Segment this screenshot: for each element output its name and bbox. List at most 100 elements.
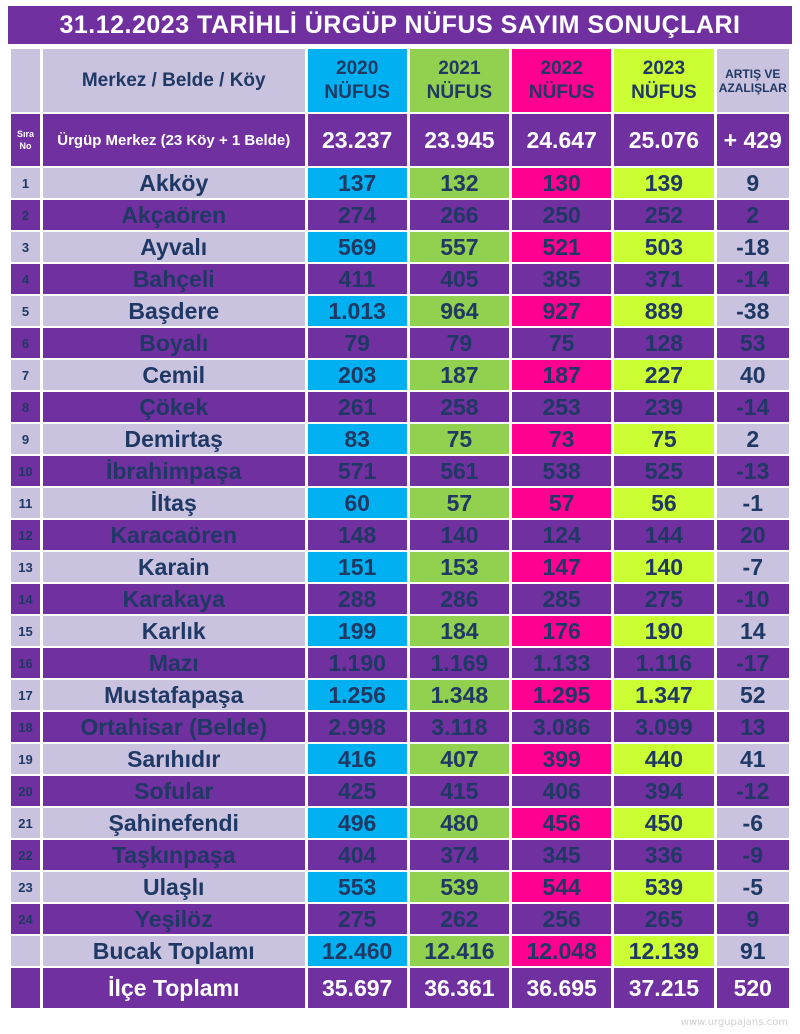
row-value-2021: 557 bbox=[409, 232, 510, 262]
row-value-2023: 539 bbox=[614, 872, 714, 902]
row-value-2021: 1.169 bbox=[409, 648, 510, 678]
row-value-2020: 1.256 bbox=[307, 680, 407, 710]
row-value-2021: 132 bbox=[409, 168, 510, 198]
row-value-2020: 261 bbox=[307, 392, 407, 422]
row-value-2022: 253 bbox=[512, 392, 612, 422]
row-value-2021: 140 bbox=[409, 520, 510, 550]
page-title: 31.12.2023 TARİHLİ ÜRGÜP NÜFUS SAYIM SON… bbox=[8, 6, 792, 44]
row-value-2022: 927 bbox=[512, 296, 612, 326]
row-value-2022: 1.133 bbox=[512, 648, 612, 678]
row-change: 14 bbox=[716, 616, 789, 646]
row-change: 9 bbox=[716, 168, 789, 198]
row-change: -7 bbox=[716, 552, 789, 582]
table-row: 18 Ortahisar (Belde) 2.998 3.118 3.086 3.099 1… bbox=[11, 712, 789, 742]
row-value-2021: 415 bbox=[409, 776, 510, 806]
row-name: Akköy bbox=[42, 168, 305, 198]
row-value-2022: 187 bbox=[512, 360, 612, 390]
table-row: 7 Cemil 203 187 187 227 40 bbox=[11, 360, 789, 390]
row-name: İbrahimpaşa bbox=[42, 456, 305, 486]
row-change: 53 bbox=[716, 328, 789, 358]
row-change: -17 bbox=[716, 648, 789, 678]
row-value-2021: 153 bbox=[409, 552, 510, 582]
row-value-2020: 274 bbox=[307, 200, 407, 230]
row-value-2022: 73 bbox=[512, 424, 612, 454]
row-value-2022: 385 bbox=[512, 264, 612, 294]
table-row: 3 Ayvalı 569 557 521 503 -18 bbox=[11, 232, 789, 262]
table-row: 22 Taşkınpaşa 404 374 345 336 -9 bbox=[11, 840, 789, 870]
row-number: 2 bbox=[11, 200, 40, 230]
row-number: 22 bbox=[11, 840, 40, 870]
row-name: Karakaya bbox=[42, 584, 305, 614]
row-value-2020: 416 bbox=[307, 744, 407, 774]
row-number: 5 bbox=[11, 296, 40, 326]
header-name-col: Merkez / Belde / Köy bbox=[42, 49, 305, 112]
bucak-total-blank bbox=[11, 936, 40, 966]
table-row: 23 Ulaşlı 553 539 544 539 -5 bbox=[11, 872, 789, 902]
row-value-2021: 57 bbox=[409, 488, 510, 518]
row-value-2022: 345 bbox=[512, 840, 612, 870]
row-value-2022: 285 bbox=[512, 584, 612, 614]
row-value-2021: 266 bbox=[409, 200, 510, 230]
row-change: 41 bbox=[716, 744, 789, 774]
row-change: -18 bbox=[716, 232, 789, 262]
table-row: 10 İbrahimpaşa 571 561 538 525 -13 bbox=[11, 456, 789, 486]
ilce-total-blank bbox=[11, 968, 40, 1008]
population-table: Merkez / Belde / Köy 2020 NÜFUS 2021 NÜF… bbox=[8, 47, 792, 1010]
row-name: Bahçeli bbox=[42, 264, 305, 294]
row-value-2023: 394 bbox=[614, 776, 714, 806]
center-value-2021: 23.945 bbox=[409, 114, 510, 166]
row-change: 2 bbox=[716, 200, 789, 230]
row-change: -14 bbox=[716, 264, 789, 294]
row-change: 9 bbox=[716, 904, 789, 934]
table-row: 17 Mustafapaşa 1.256 1.348 1.295 1.347 52 bbox=[11, 680, 789, 710]
row-value-2021: 262 bbox=[409, 904, 510, 934]
header-change-col: ARTIŞ VE AZALIŞLAR bbox=[716, 49, 789, 112]
row-change: -38 bbox=[716, 296, 789, 326]
table-row: 8 Çökek 261 258 253 239 -14 bbox=[11, 392, 789, 422]
row-value-2021: 374 bbox=[409, 840, 510, 870]
row-number: 16 bbox=[11, 648, 40, 678]
table-row: 14 Karakaya 288 286 285 275 -10 bbox=[11, 584, 789, 614]
table-row: 1 Akköy 137 132 130 139 9 bbox=[11, 168, 789, 198]
row-number: 23 bbox=[11, 872, 40, 902]
row-number: 6 bbox=[11, 328, 40, 358]
row-name: Ortahisar (Belde) bbox=[42, 712, 305, 742]
ilce-total-2021: 36.361 bbox=[409, 968, 510, 1008]
row-name: Başdere bbox=[42, 296, 305, 326]
row-value-2023: 889 bbox=[614, 296, 714, 326]
row-name: Cemil bbox=[42, 360, 305, 390]
row-value-2020: 288 bbox=[307, 584, 407, 614]
row-value-2022: 75 bbox=[512, 328, 612, 358]
row-change: 40 bbox=[716, 360, 789, 390]
row-value-2021: 79 bbox=[409, 328, 510, 358]
row-name: Akçaören bbox=[42, 200, 305, 230]
ilce-total-2020: 35.697 bbox=[307, 968, 407, 1008]
header-year-2020: 2020 NÜFUS bbox=[307, 49, 407, 112]
row-value-2021: 286 bbox=[409, 584, 510, 614]
center-row: Sıra No Ürgüp Merkez (23 Köy + 1 Belde) … bbox=[11, 114, 789, 166]
header-year-2023: 2023 NÜFUS bbox=[614, 49, 714, 112]
row-change: 13 bbox=[716, 712, 789, 742]
header-year-2022: 2022 NÜFUS bbox=[512, 49, 612, 112]
row-change: -13 bbox=[716, 456, 789, 486]
row-value-2023: 336 bbox=[614, 840, 714, 870]
bucak-total-change: 91 bbox=[716, 936, 789, 966]
row-number: 17 bbox=[11, 680, 40, 710]
table-row: 20 Sofular 425 415 406 394 -12 bbox=[11, 776, 789, 806]
row-number: 21 bbox=[11, 808, 40, 838]
row-value-2022: 406 bbox=[512, 776, 612, 806]
row-number: 20 bbox=[11, 776, 40, 806]
row-value-2023: 139 bbox=[614, 168, 714, 198]
row-number: 7 bbox=[11, 360, 40, 390]
center-name: Ürgüp Merkez (23 Köy + 1 Belde) bbox=[42, 114, 305, 166]
row-number: 4 bbox=[11, 264, 40, 294]
row-value-2023: 3.099 bbox=[614, 712, 714, 742]
row-number: 8 bbox=[11, 392, 40, 422]
row-value-2023: 503 bbox=[614, 232, 714, 262]
row-number: 11 bbox=[11, 488, 40, 518]
row-value-2021: 3.118 bbox=[409, 712, 510, 742]
row-name: Şahinefendi bbox=[42, 808, 305, 838]
row-number: 14 bbox=[11, 584, 40, 614]
row-name: Karlık bbox=[42, 616, 305, 646]
row-number: 10 bbox=[11, 456, 40, 486]
